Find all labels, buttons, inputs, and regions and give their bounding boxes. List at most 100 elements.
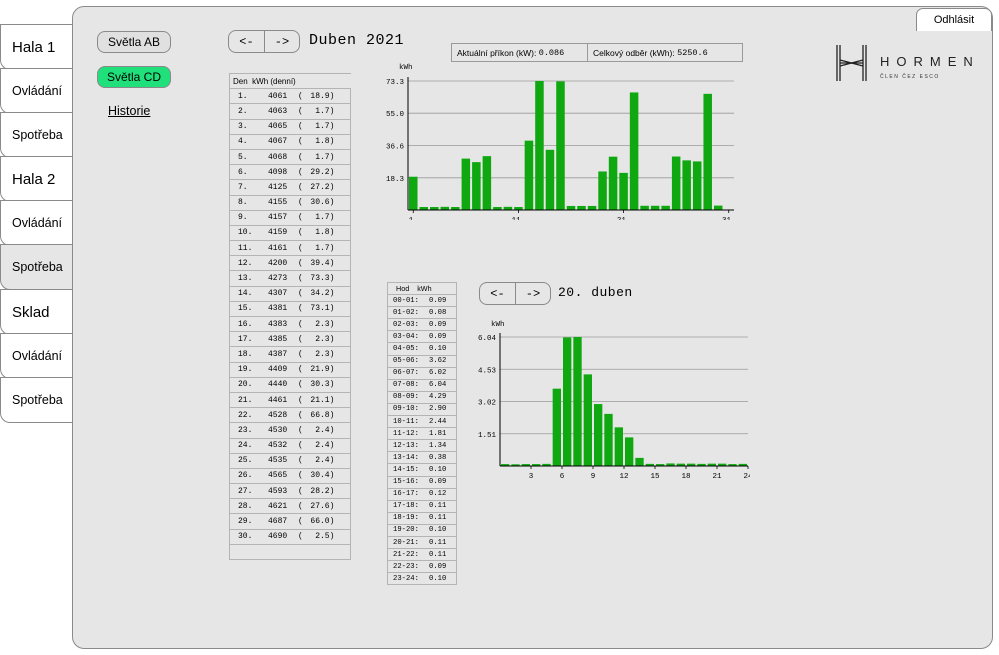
bar[interactable] xyxy=(542,463,551,466)
bar[interactable] xyxy=(514,207,523,210)
tab-hall-0[interactable]: Hala 1 xyxy=(0,24,72,70)
bar[interactable] xyxy=(671,156,681,210)
prev-month-button[interactable]: <- xyxy=(239,34,254,49)
bar[interactable] xyxy=(713,205,723,210)
bar[interactable] xyxy=(532,464,541,466)
bar[interactable] xyxy=(666,463,675,466)
tab-label: Hala 2 xyxy=(12,170,56,188)
tab-sub-7[interactable]: Ovládání xyxy=(0,333,72,379)
x-tick-label: 15 xyxy=(650,473,660,478)
bar[interactable] xyxy=(682,160,691,210)
bar[interactable] xyxy=(587,205,597,210)
daily-table-header-cell: Den kWh (denní) xyxy=(229,72,351,90)
tab-sub-8[interactable]: Spotřeba xyxy=(0,377,72,423)
bar[interactable] xyxy=(493,207,502,210)
day-heading: 20. duben xyxy=(558,285,633,300)
daily-kwh: 28.2 xyxy=(310,486,330,496)
bar[interactable] xyxy=(535,81,544,210)
tab-hall-3[interactable]: Hala 2 xyxy=(0,156,72,202)
bar[interactable] xyxy=(598,171,607,210)
lights-ab-button[interactable]: Světla AB xyxy=(97,31,171,53)
bar[interactable] xyxy=(566,205,576,210)
bar[interactable] xyxy=(556,81,565,210)
tab-label: Hala 1 xyxy=(12,38,56,56)
bar[interactable] xyxy=(728,464,737,466)
table-row: 26. 4565( 30.4) xyxy=(229,467,351,485)
bar[interactable] xyxy=(635,457,644,466)
bar[interactable] xyxy=(650,205,660,210)
x-tick-label: 1. xyxy=(409,217,418,220)
bar[interactable] xyxy=(718,463,727,466)
bar[interactable] xyxy=(545,149,555,210)
day-number: 25. xyxy=(238,456,253,466)
tab-hall-6[interactable]: Sklad xyxy=(0,289,72,335)
hourly-row-cell: 20-21: 0.11 xyxy=(387,535,457,550)
tab-sub-5[interactable]: Spotřeba xyxy=(0,244,72,290)
bar[interactable] xyxy=(697,463,706,466)
bar[interactable] xyxy=(661,205,670,210)
next-day-button[interactable]: -> xyxy=(515,283,550,304)
meter-reading: 4157 xyxy=(268,213,288,223)
bar[interactable] xyxy=(608,156,618,210)
tab-sub-2[interactable]: Spotřeba xyxy=(0,112,72,158)
table-row: 11. 4161( 1.7) xyxy=(229,240,351,257)
bar[interactable] xyxy=(409,176,418,210)
bar[interactable] xyxy=(501,464,510,466)
history-link[interactable]: Historie xyxy=(108,104,151,118)
meter-reading: 4621 xyxy=(268,501,288,511)
hour-range: 01-02: xyxy=(393,308,419,317)
daily-row-cell: 3. 4065( 1.7) xyxy=(229,118,351,135)
bar[interactable] xyxy=(577,205,586,210)
daily-kwh: 30.3 xyxy=(310,380,330,390)
day-number: 8. xyxy=(238,198,248,208)
bar[interactable] xyxy=(511,464,520,466)
bar[interactable] xyxy=(656,464,665,466)
daily-row-cell: 10. 4159( 1.8) xyxy=(229,224,351,242)
table-row: 5. 4068( 1.7) xyxy=(229,148,351,166)
bar[interactable] xyxy=(703,93,712,210)
table-row: 20. 4440( 30.3) xyxy=(229,376,351,393)
bar[interactable] xyxy=(482,156,492,210)
bar[interactable] xyxy=(594,404,603,466)
bar[interactable] xyxy=(419,207,429,210)
bar[interactable] xyxy=(472,162,481,210)
tab-sub-4[interactable]: Ovládání xyxy=(0,200,72,246)
daily-row-cell: 6. 4098( 29.2) xyxy=(229,164,351,181)
bar[interactable] xyxy=(552,388,561,466)
bar[interactable] xyxy=(440,206,450,210)
table-row: 21-22: 0.11 xyxy=(387,548,457,562)
bar[interactable] xyxy=(573,337,582,466)
bar[interactable] xyxy=(692,161,702,210)
daily-kwh: 39.4 xyxy=(310,258,330,268)
bar[interactable] xyxy=(629,92,639,210)
bar[interactable] xyxy=(430,207,439,210)
day-number: 5. xyxy=(238,152,248,162)
next-month-button[interactable]: -> xyxy=(264,31,299,52)
bar[interactable] xyxy=(707,463,716,466)
logo-subtitle: ČLEN ČEZ ESCO xyxy=(880,74,940,80)
bar[interactable] xyxy=(451,207,460,210)
bar[interactable] xyxy=(738,463,747,466)
bar[interactable] xyxy=(645,463,654,466)
bar[interactable] xyxy=(583,374,592,466)
bar[interactable] xyxy=(676,463,685,466)
bar[interactable] xyxy=(503,206,513,210)
logout-button[interactable]: Odhlásit xyxy=(916,8,992,31)
lights-cd-button[interactable]: Světla CD xyxy=(97,66,171,88)
bar[interactable] xyxy=(521,464,530,466)
bar[interactable] xyxy=(461,158,471,210)
bar[interactable] xyxy=(640,205,649,210)
table-row: 28. 4621( 27.6) xyxy=(229,498,351,515)
bar[interactable] xyxy=(563,337,572,466)
bar[interactable] xyxy=(687,463,696,466)
tab-sub-1[interactable]: Ovládání xyxy=(0,68,72,114)
bar[interactable] xyxy=(604,413,613,466)
bar[interactable] xyxy=(524,140,534,210)
table-row: 01-02: 0.08 xyxy=(387,306,457,320)
prev-day-button[interactable]: <- xyxy=(490,286,505,301)
hour-kwh: 1.81 xyxy=(429,429,447,438)
bar[interactable] xyxy=(619,172,628,210)
bar[interactable] xyxy=(625,437,634,466)
bar[interactable] xyxy=(614,427,623,466)
hourly-row-cell: 14-15: 0.10 xyxy=(387,463,457,477)
